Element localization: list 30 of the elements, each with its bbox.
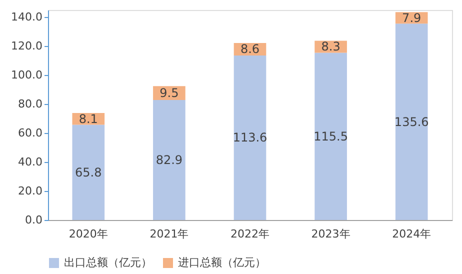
- bar: [153, 100, 186, 220]
- data-label: 135.6: [394, 114, 429, 129]
- data-label: 7.9: [402, 10, 422, 25]
- x-tick-label: 2022年: [230, 228, 270, 240]
- data-label: 113.6: [232, 130, 268, 145]
- data-label: 82.9: [156, 152, 183, 167]
- y-tick-label: 120.0: [11, 40, 42, 53]
- data-label: 8.3: [321, 40, 340, 54]
- data-label: 8.6: [240, 42, 260, 56]
- legend-label: 出口总额（亿元）: [64, 256, 152, 269]
- y-tick-label: 40.0: [18, 156, 42, 169]
- bar: [395, 24, 428, 220]
- y-tick-label: 140.0: [11, 10, 42, 24]
- y-tick-label: 60.0: [18, 126, 42, 140]
- data-label: 9.5: [160, 86, 179, 100]
- data-label: 8.1: [78, 112, 98, 126]
- bar: [72, 124, 105, 220]
- y-tick-label: 20.0: [18, 184, 42, 198]
- x-tick-label: 2023年: [311, 228, 350, 240]
- y-tick-label: 80.0: [18, 98, 42, 111]
- data-label: 65.8: [75, 165, 102, 180]
- y-tick-label: 100.0: [11, 68, 42, 82]
- data-label: 115.5: [314, 129, 348, 144]
- bar: [314, 52, 347, 220]
- x-tick-label: 2021年: [150, 228, 189, 240]
- x-tick-label: 2024年: [392, 228, 432, 240]
- bar: [234, 55, 266, 220]
- x-tick-label: 2020年: [68, 228, 108, 240]
- legend-label: 进口总额（亿元）: [178, 256, 266, 269]
- y-tick-label: 0.0: [25, 214, 42, 226]
